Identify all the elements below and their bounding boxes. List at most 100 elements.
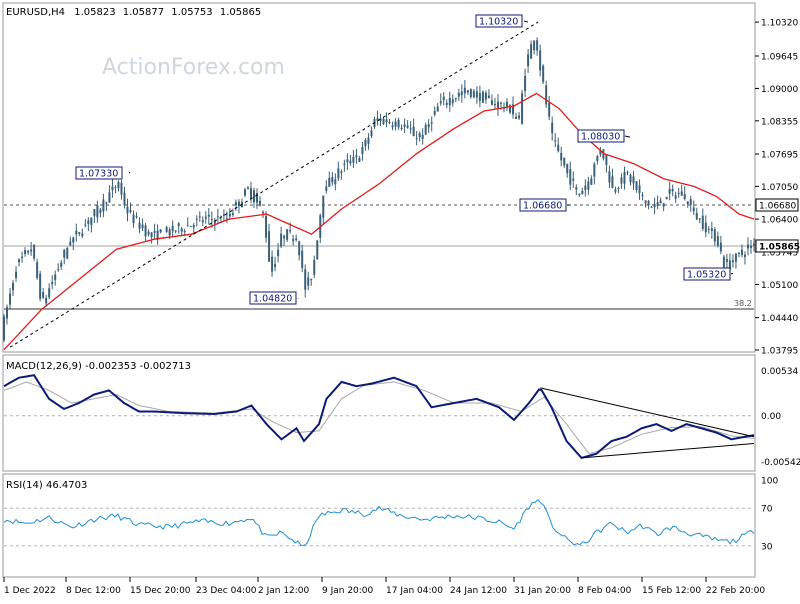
time-axis-label: 15 Feb 12:00 <box>642 586 701 596</box>
candle-body <box>428 124 430 127</box>
candle-body <box>557 145 559 151</box>
candle-body <box>307 277 309 285</box>
price-axis-label: 1.07695 <box>761 150 798 160</box>
candle-body <box>370 130 372 136</box>
candle-body <box>578 194 580 195</box>
annotation-label: 1.04820 <box>253 294 292 305</box>
level-price-tag: 1.06680 <box>756 199 798 212</box>
candle-body <box>346 159 348 162</box>
time-axis-label: 22 Feb 20:00 <box>706 586 765 596</box>
candle-body <box>208 215 210 217</box>
candle-body <box>467 90 469 92</box>
candle-body <box>3 316 5 340</box>
candle-body <box>590 178 592 184</box>
candle-body <box>142 224 144 228</box>
candle-body <box>617 188 619 189</box>
candle-body <box>39 274 41 299</box>
candle-body <box>66 248 68 259</box>
candle-body <box>33 245 35 259</box>
candle-body <box>425 125 427 135</box>
candle-body <box>714 229 716 241</box>
svg-text:EURUSD,H4 1.05823: EURUSD,H4 1.05823 1.05877 1.05753 1.0586… <box>6 7 261 18</box>
watermark: ActionForex.com <box>102 55 285 80</box>
candle-body <box>654 204 656 207</box>
candle-body <box>443 97 445 101</box>
candle-body <box>349 161 351 163</box>
candle-body <box>476 91 478 97</box>
candle-body <box>238 202 240 206</box>
candle-body <box>75 231 77 235</box>
price-axis-label: 1.05100 <box>761 281 798 291</box>
candle-body <box>136 216 138 217</box>
candle-body <box>280 234 282 247</box>
candle-body <box>96 205 98 217</box>
candle-body <box>473 91 475 97</box>
macd-pane <box>3 355 755 471</box>
candle-body <box>521 93 523 123</box>
candle-body <box>364 140 366 146</box>
candle-body <box>630 175 632 182</box>
candle-body <box>54 275 56 281</box>
candle-body <box>741 250 743 255</box>
candle-body <box>554 141 556 142</box>
candle-body <box>663 203 665 206</box>
price-annotation: 1.04820 <box>250 292 298 305</box>
candle-body <box>90 218 92 226</box>
candle-body <box>479 93 481 101</box>
candle-body <box>30 250 32 252</box>
candle-body <box>705 223 707 232</box>
candle-body <box>488 96 490 99</box>
candle-body <box>711 228 713 231</box>
candle-body <box>292 239 294 241</box>
candle-body <box>395 121 397 126</box>
fibonacci-level-label: 38.2 <box>734 299 752 308</box>
macd-title: MACD(12,26,9) -0.002353 -0.002713 <box>6 361 191 372</box>
candle-body <box>289 230 291 231</box>
candle-body <box>723 257 725 267</box>
candle-body <box>268 231 270 261</box>
annotation-label: 1.06680 <box>523 201 562 212</box>
candle-body <box>295 238 297 240</box>
candle-body <box>253 190 255 202</box>
candle-body <box>614 189 616 191</box>
candle-body <box>205 217 207 219</box>
candle-body <box>545 85 547 104</box>
candle-body <box>738 253 740 254</box>
annotation-label: 1.07330 <box>79 169 118 180</box>
candle-body <box>12 283 14 290</box>
candle-body <box>717 236 719 245</box>
candle-body <box>569 169 571 184</box>
high-value: 1.05877 <box>123 7 164 18</box>
candle-body <box>184 231 186 232</box>
price-axis-label: 1.09645 <box>761 52 798 62</box>
candle-body <box>449 98 451 105</box>
candle-body <box>566 164 568 173</box>
candle-body <box>250 188 252 198</box>
candle-body <box>259 201 261 206</box>
candle-body <box>45 298 47 304</box>
candle-body <box>542 66 544 82</box>
annotation-label: 1.08030 <box>581 132 620 143</box>
candle-body <box>178 223 180 226</box>
candle-body <box>217 216 219 217</box>
time-axis-label: 17 Jan 04:00 <box>386 586 443 596</box>
candle-body <box>244 189 246 195</box>
candle-body <box>747 245 749 249</box>
candle-body <box>434 111 436 115</box>
candle-body <box>419 133 421 137</box>
candle-body <box>18 259 20 262</box>
candle-body <box>500 103 502 104</box>
candle-body <box>331 177 333 182</box>
candle-body <box>626 172 628 173</box>
candle-body <box>139 223 141 229</box>
candle-body <box>422 135 424 139</box>
candle-body <box>690 199 692 205</box>
candle-body <box>539 50 541 70</box>
candle-body <box>343 164 345 165</box>
candle-body <box>60 263 62 267</box>
time-axis-label: 15 Dec 20:00 <box>130 586 191 596</box>
time-axis-label: 31 Jan 20:00 <box>514 586 571 596</box>
candle-body <box>440 101 442 103</box>
candle-body <box>551 122 553 133</box>
